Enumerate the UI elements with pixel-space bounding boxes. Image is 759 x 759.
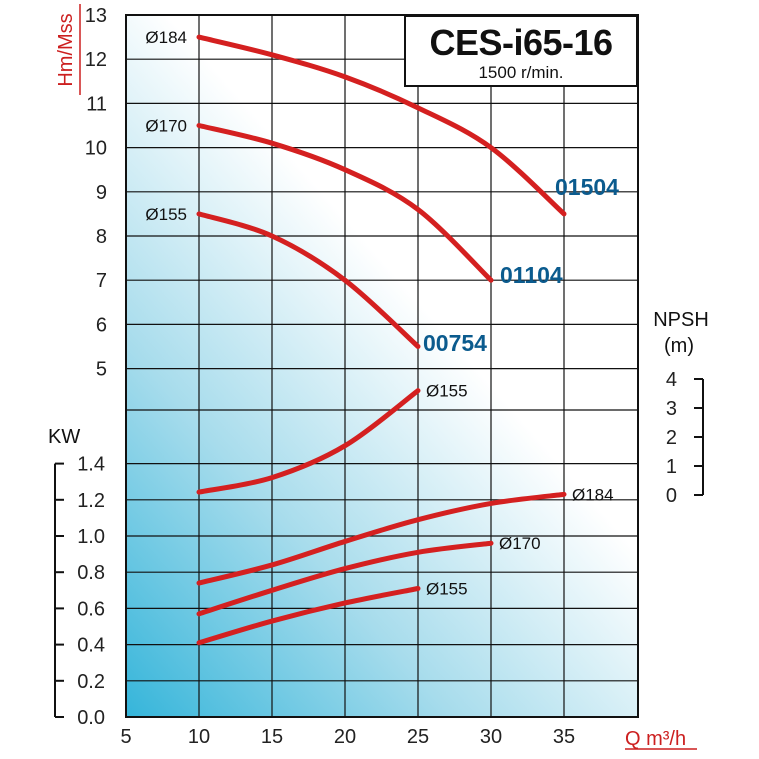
npsh-curve-label: Ø155 <box>426 382 468 401</box>
head-curve-diameter-label: Ø170 <box>145 117 187 136</box>
head-axis-label: Hm/Mss <box>55 13 77 86</box>
power-curve-line <box>196 491 567 586</box>
x-tick-label: 10 <box>188 726 210 748</box>
power-curve-label: Ø184 <box>572 485 614 504</box>
power-tick-label: 0.6 <box>77 598 105 620</box>
npsh-tick-label: 0 <box>666 485 677 507</box>
power-tick-label: 1.2 <box>77 490 105 512</box>
npsh-axis-label: NPSH <box>653 309 709 331</box>
plot-frame <box>125 14 639 718</box>
head-tick-label: 6 <box>96 314 107 336</box>
chart-subtitle: 1500 r/min. <box>478 63 564 82</box>
grid-lines <box>126 15 638 717</box>
npsh-axis-unit: (m) <box>664 335 694 357</box>
npsh-tick-label: 3 <box>666 398 677 420</box>
power-tick-label: 1.4 <box>77 454 105 476</box>
plot-area <box>126 15 638 717</box>
x-tick-label: 15 <box>261 726 283 748</box>
npsh-tick-label: 2 <box>666 427 677 449</box>
head-tick-label: 13 <box>85 5 107 27</box>
x-tick-label: 5 <box>120 726 131 748</box>
model-code-label: 00754 <box>423 330 487 356</box>
head-tick-label: 12 <box>85 49 107 71</box>
head-tick-label: 10 <box>85 138 107 160</box>
head-curve-diameter-label: Ø184 <box>145 28 187 47</box>
model-code-label: 01104 <box>500 262 563 288</box>
npsh-tick-label: 1 <box>666 456 677 478</box>
head-curve-line <box>196 34 567 217</box>
power-tick-label: 1.0 <box>77 526 105 548</box>
head-curve-line <box>196 123 494 283</box>
power-axis-label: KW <box>48 426 80 448</box>
power-curve-line <box>196 585 421 646</box>
x-tick-label: 25 <box>407 726 429 748</box>
x-axis-label: Q m³/h <box>625 728 686 750</box>
npsh-curve-line <box>196 388 421 495</box>
x-tick-label: 20 <box>334 726 356 748</box>
power-curve-label: Ø170 <box>499 534 541 553</box>
head-tick-label: 9 <box>96 182 107 204</box>
chart-title-box: CES-i65-16 1500 r/min. <box>404 15 638 87</box>
head-tick-label: 5 <box>96 359 107 381</box>
head-curve-line <box>196 211 421 349</box>
curve-labels-group: Ø184 01504 Ø170 01104 Ø155 00754 Ø155 Ø184 Ø170 Ø… <box>145 28 619 598</box>
power-tick-label: 0.0 <box>77 707 105 729</box>
head-tick-label: 11 <box>86 93 107 115</box>
chart-title: CES-i65-16 <box>429 22 613 63</box>
x-tick-label: 35 <box>553 726 575 748</box>
model-code-label: 01504 <box>555 174 619 200</box>
x-tick-label: 30 <box>480 726 502 748</box>
head-tick-label: 8 <box>96 226 107 248</box>
power-curve-label: Ø155 <box>426 579 468 598</box>
power-curve-line <box>196 540 494 617</box>
power-tick-label: 0.4 <box>77 635 105 657</box>
power-tick-label: 0.8 <box>77 562 105 584</box>
head-curve-diameter-label: Ø155 <box>145 205 187 224</box>
axes-group: 5 10 15 20 25 30 355678910111213Hm/MssKW0.00.2… <box>48 4 709 750</box>
npsh-tick-label: 4 <box>666 369 677 391</box>
head-tick-label: 7 <box>96 270 107 292</box>
curves-group <box>196 34 567 646</box>
power-tick-label: 0.2 <box>77 671 105 693</box>
